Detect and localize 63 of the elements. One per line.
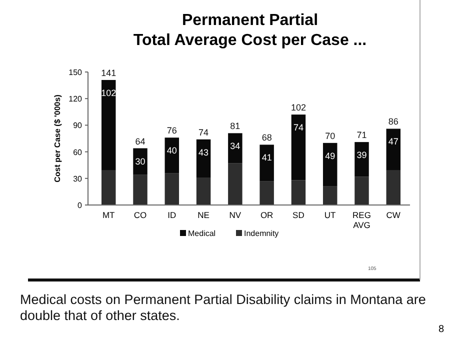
bar [133, 148, 148, 175]
data-label: 74 [293, 122, 304, 133]
bar [101, 170, 116, 205]
x-tick-label: MT [102, 210, 115, 220]
total-label: 86 [388, 116, 398, 127]
x-tick-label: CW [386, 210, 400, 220]
total-label: 64 [135, 136, 146, 146]
x-tick-label: REG AVG [352, 210, 371, 230]
x-tick-label: ID [168, 210, 176, 220]
x-tick-label: CO [134, 210, 148, 220]
data-label: 34 [230, 141, 240, 152]
total-label: 102 [290, 102, 306, 113]
bar [291, 114, 306, 180]
bar [260, 181, 274, 205]
bar [386, 128, 401, 170]
bar [228, 163, 242, 205]
data-label: 102 [101, 88, 116, 98]
bar [322, 142, 338, 186]
data-label: 40 [166, 146, 177, 156]
y-tick-label: 90 [73, 121, 83, 130]
bar [354, 176, 369, 205]
bar [164, 173, 180, 205]
data-label: 39 [356, 150, 367, 160]
data-label: 41 [262, 152, 272, 163]
data-label: 43 [198, 147, 209, 158]
total-label: 70 [325, 130, 336, 141]
bar [196, 178, 211, 205]
total-label: 71 [356, 130, 367, 140]
total-label: 74 [198, 127, 209, 138]
bar [322, 186, 338, 205]
data-label: 47 [388, 136, 398, 147]
y-tick-label: 120 [68, 94, 83, 104]
data-label: 30 [135, 156, 146, 166]
bar [133, 174, 148, 205]
text: Medical costs on Permanent Partial Disability claims in Montana are double that of other states. [20, 292, 426, 323]
x-tick-label: NE [198, 210, 210, 220]
y-tick-label: 150 [68, 68, 83, 77]
chart-subtitle: Total Average Cost per Case ... [133, 32, 367, 49]
y-tick-label: 0 [78, 201, 83, 210]
y-axis-title: Cost per Case ($ '000s) [53, 94, 62, 182]
bar [354, 142, 369, 177]
text: 8 [438, 324, 444, 335]
x-tick-label: OR [260, 210, 274, 220]
total-label: 81 [230, 121, 240, 132]
total-label: 76 [166, 126, 177, 136]
bar [291, 180, 306, 205]
bar [164, 138, 180, 174]
y-tick-label: 60 [73, 148, 83, 157]
bar [228, 133, 242, 164]
total-label: 68 [262, 132, 272, 143]
data-label: 49 [325, 150, 336, 161]
bar [196, 139, 211, 178]
chart-title: Permanent Partial [182, 12, 318, 29]
y-tick-label: 30 [73, 174, 83, 184]
x-tick-label: NV [229, 210, 242, 220]
bar [101, 80, 116, 170]
total-label: 141 [101, 68, 116, 78]
legend-label: Medical [188, 229, 216, 238]
x-tick-label: SD [292, 210, 304, 220]
bar [260, 144, 274, 182]
x-tick-label: UT [324, 210, 336, 220]
legend-label: Indemnity [244, 229, 279, 238]
bar [386, 170, 401, 205]
